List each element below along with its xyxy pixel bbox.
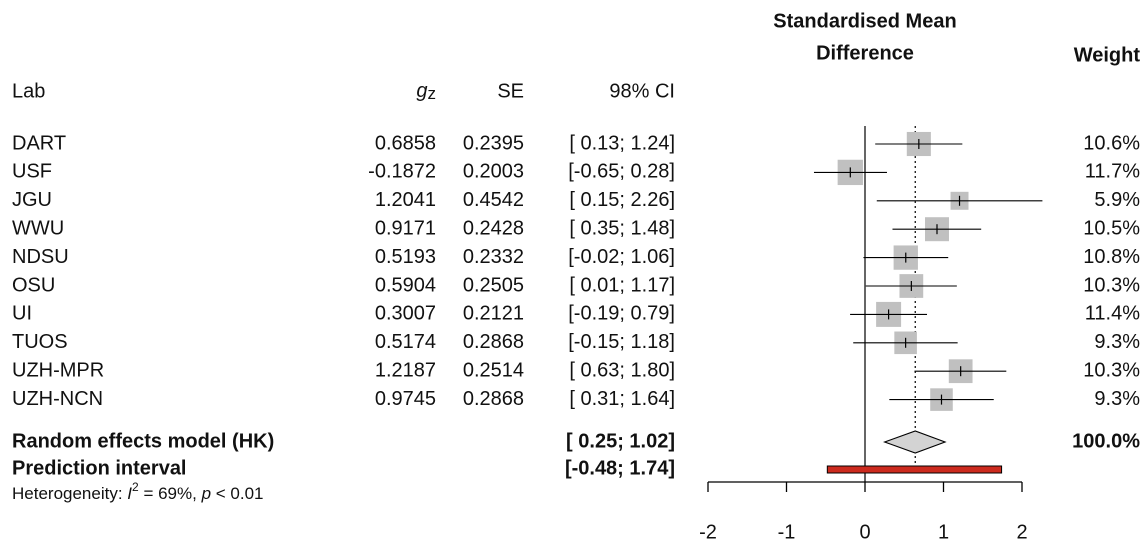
se-value: 0.2428 <box>463 217 524 239</box>
weight-label: 9.3% <box>1094 388 1140 410</box>
se-value: 0.2868 <box>463 331 524 353</box>
header-g: gz <box>416 80 436 103</box>
weight-label: 5.9% <box>1094 189 1140 211</box>
prediction-bar <box>826 465 1003 474</box>
lab-label: UZH-NCN <box>12 388 103 410</box>
x-tick-label: 0 <box>859 521 870 543</box>
lab-label: JGU <box>12 189 52 211</box>
plot-title: Standardised Mean <box>773 10 956 32</box>
lab-label: DART <box>12 132 66 154</box>
ci-label: [ 0.01; 1.17] <box>569 274 675 296</box>
ci-label: [ 0.63; 1.80] <box>569 359 675 381</box>
se-value: 0.2868 <box>463 388 524 410</box>
weight-label: 10.3% <box>1083 274 1140 296</box>
se-value: 0.2332 <box>463 246 524 268</box>
prediction-label: Prediction interval <box>12 457 187 479</box>
lab-label: USF <box>12 161 52 183</box>
weight-label: 10.5% <box>1083 217 1140 239</box>
g-value: 0.6858 <box>375 132 436 154</box>
weight-label: 9.3% <box>1094 331 1140 353</box>
x-tick-label: -1 <box>778 521 796 543</box>
header-g-sub: z <box>428 84 437 103</box>
heterogeneity: Heterogeneity: I2 = 69%, p < 0.01 <box>12 480 264 503</box>
se-value: 0.2505 <box>463 274 524 296</box>
se-value: 0.4542 <box>463 189 524 211</box>
het-prefix: Heterogeneity: <box>12 484 127 503</box>
summary-ci: [ 0.25; 1.02] <box>566 430 675 452</box>
het-i2: I <box>127 484 132 503</box>
se-value: 0.2003 <box>463 161 524 183</box>
g-value: 0.3007 <box>375 303 436 325</box>
ci-label: [ 0.35; 1.48] <box>569 217 675 239</box>
prediction-ci: [-0.48; 1.74] <box>565 457 675 479</box>
ci-label: [-0.02; 1.06] <box>568 246 675 268</box>
g-value: 1.2187 <box>375 359 436 381</box>
weight-label: 10.3% <box>1083 359 1140 381</box>
lab-label: UZH-MPR <box>12 359 104 381</box>
het-p-rest: < 0.01 <box>211 484 263 503</box>
summary-diamond <box>882 430 947 454</box>
g-value: 1.2041 <box>375 189 436 211</box>
g-value: 0.9745 <box>375 388 436 410</box>
header-se: SE <box>497 80 524 102</box>
summary-weight: 100.0% <box>1072 430 1140 452</box>
g-value: 0.5193 <box>375 246 436 268</box>
header-g-main: g <box>416 80 427 102</box>
lab-label: UI <box>12 303 32 325</box>
lab-label: OSU <box>12 274 55 296</box>
ci-label: [-0.15; 1.18] <box>568 331 675 353</box>
plot-title: Difference <box>816 42 914 64</box>
g-value: -0.1872 <box>368 161 436 183</box>
header-weight: Weight <box>1074 44 1141 66</box>
header-lab: Lab <box>12 80 45 102</box>
weight-label: 11.7% <box>1085 161 1140 183</box>
x-tick-label: 1 <box>938 521 949 543</box>
g-value: 0.5904 <box>375 274 436 296</box>
summary-label: Random effects model (HK) <box>12 430 274 452</box>
weight-label: 10.8% <box>1083 246 1140 268</box>
ci-label: [ 0.15; 2.26] <box>569 189 675 211</box>
ci-label: [ 0.31; 1.64] <box>569 388 675 410</box>
het-i2-sup: 2 <box>132 480 139 494</box>
weight-label: 11.4% <box>1085 303 1140 325</box>
g-value: 0.9171 <box>375 217 436 239</box>
header-ci: 98% CI <box>609 80 675 102</box>
ci-label: [-0.19; 0.79] <box>568 303 675 325</box>
g-value: 0.5174 <box>375 331 436 353</box>
lab-label: WWU <box>12 217 64 239</box>
ci-label: [ 0.13; 1.24] <box>569 132 675 154</box>
weight-label: 10.6% <box>1083 132 1140 154</box>
se-value: 0.2121 <box>463 303 524 325</box>
het-p: p <box>201 484 211 503</box>
se-value: 0.2514 <box>463 359 524 381</box>
ci-label: [-0.65; 0.28] <box>568 161 675 183</box>
se-value: 0.2395 <box>463 132 524 154</box>
x-tick-label: -2 <box>699 521 717 543</box>
lab-label: NDSU <box>12 246 69 268</box>
x-tick-label: 2 <box>1016 521 1027 543</box>
het-i2-rest: = 69%, <box>139 484 202 503</box>
lab-label: TUOS <box>12 331 68 353</box>
